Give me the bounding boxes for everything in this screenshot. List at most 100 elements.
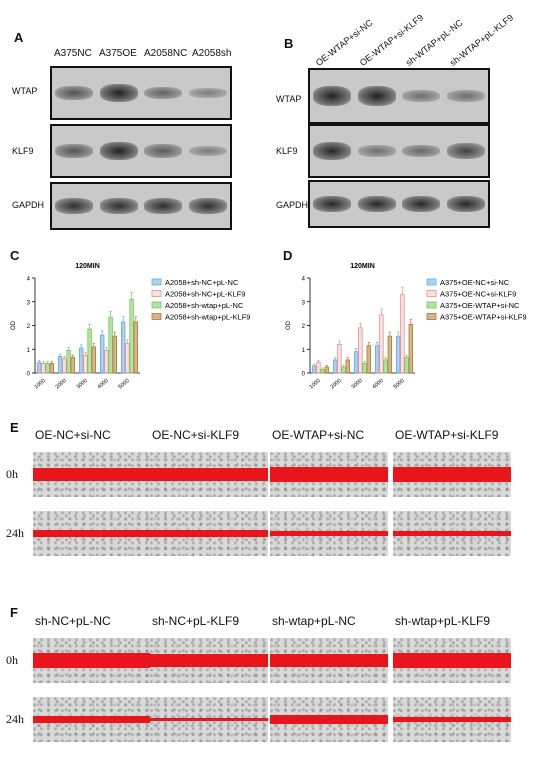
legend-swatch [151, 278, 162, 286]
wound-image [33, 697, 151, 742]
x-tick-label: 1000 [34, 378, 47, 390]
legend-label: A2058+sh-NC+pL-NC [165, 278, 239, 287]
x-tick-label: 3000 [76, 378, 89, 390]
y-tick-label: 4 [302, 277, 306, 283]
wound-image [150, 638, 268, 683]
panel-f-label: F [10, 605, 18, 620]
y-tick-label: 0 [27, 372, 31, 378]
bar [341, 366, 346, 374]
legend-label: A375+OE-NC+si-KLF9 [440, 290, 516, 299]
wtap-blot-b [308, 68, 490, 124]
blot-band [55, 143, 94, 159]
bar [387, 335, 392, 374]
blot-row-label: KLF9 [12, 146, 34, 156]
bar [404, 357, 409, 374]
condition-label: sh-NC+pL-KLF9 [152, 614, 240, 628]
wound-gap [270, 466, 388, 483]
blot-row-label: GAPDH [12, 200, 45, 210]
gapdh-blot-a [50, 182, 232, 230]
wound-gap [150, 467, 268, 482]
panel-d-label: D [283, 248, 293, 263]
chart-title: 120MIN [75, 263, 100, 270]
bar [58, 355, 63, 374]
bar [112, 335, 117, 374]
bar [379, 314, 384, 374]
blot-band [188, 87, 227, 99]
blot-band [188, 145, 227, 157]
timepoint-label: 0h [6, 466, 18, 481]
legend-label: A2058+sh-wtap+pL-KLF9 [165, 313, 250, 322]
timepoint-label: 24h [6, 711, 24, 726]
legend-swatch [426, 290, 437, 297]
wound-gap [270, 715, 388, 724]
x-tick-label: 5000 [393, 378, 406, 390]
panel-a-label: A [14, 30, 24, 45]
x-tick-label: 4000 [372, 378, 385, 390]
bar [354, 351, 359, 374]
legend-label: A375+OE-NC+si-NC [440, 278, 510, 287]
wound-image [270, 452, 388, 497]
condition-label: OE-WTAP+si-KLF9 [395, 428, 499, 442]
wound-image [150, 697, 268, 742]
lane-label: A375OE [99, 48, 137, 59]
condition-label: OE-WTAP+si-NC [272, 428, 365, 442]
panel-e-label: E [10, 420, 19, 435]
bar [400, 294, 405, 374]
wound-image [393, 452, 511, 497]
bar [129, 298, 134, 374]
bar [333, 359, 338, 374]
wound-gap [150, 717, 268, 722]
bar [108, 316, 113, 374]
blot-band [402, 196, 441, 212]
x-tick-label: 4000 [97, 378, 110, 390]
wound-image [150, 452, 268, 497]
bar [324, 366, 329, 374]
blot-band [446, 89, 485, 103]
condition-label: sh-wtap+pL-NC [272, 614, 356, 628]
wound-gap [393, 653, 511, 668]
legend-label: A2058+sh-NC+pL-KLF9 [165, 290, 245, 299]
blot-band [99, 198, 138, 214]
bar [375, 345, 380, 374]
wound-gap [393, 466, 511, 483]
bar [83, 354, 88, 374]
wound-image [33, 511, 151, 556]
blot-band [313, 86, 352, 106]
legend-swatch [151, 301, 162, 309]
y-tick-label: 1 [27, 348, 31, 354]
bar [79, 347, 84, 374]
x-tick-label: 5000 [118, 378, 131, 390]
blot-row-label: WTAP [12, 86, 38, 96]
y-tick-label: 3 [302, 300, 306, 306]
timepoint-label: 0h [6, 652, 18, 667]
bar [358, 327, 363, 374]
bar [125, 342, 130, 374]
bar [49, 363, 54, 374]
wound-gap [150, 654, 268, 667]
condition-label: OE-NC+si-NC [35, 428, 111, 442]
y-tick-label: 2 [302, 324, 306, 330]
wound-image [33, 452, 151, 497]
klf9-blot-a [50, 124, 232, 178]
bar [366, 345, 371, 374]
bar [66, 350, 71, 374]
blot-row-label: KLF9 [276, 146, 298, 156]
blot-band [357, 145, 396, 157]
condition-label: OE-NC+si-KLF9 [152, 428, 240, 442]
legend-swatch [426, 313, 437, 320]
bar [87, 328, 92, 374]
bar [337, 344, 342, 374]
gapdh-blot-b [308, 180, 490, 228]
wound-gap [270, 653, 388, 668]
blot-band [144, 144, 183, 158]
legend-label: A375+OE-WTAP+si-NC [440, 301, 520, 310]
blot-band [99, 141, 138, 161]
x-tick-label: 1000 [309, 378, 322, 390]
legend-swatch [151, 313, 162, 320]
y-tick-label: 4 [27, 277, 31, 283]
blot-band [446, 196, 485, 212]
wound-gap [33, 715, 151, 724]
wound-image [150, 511, 268, 556]
wound-image [393, 697, 511, 742]
blot-band [144, 86, 183, 100]
